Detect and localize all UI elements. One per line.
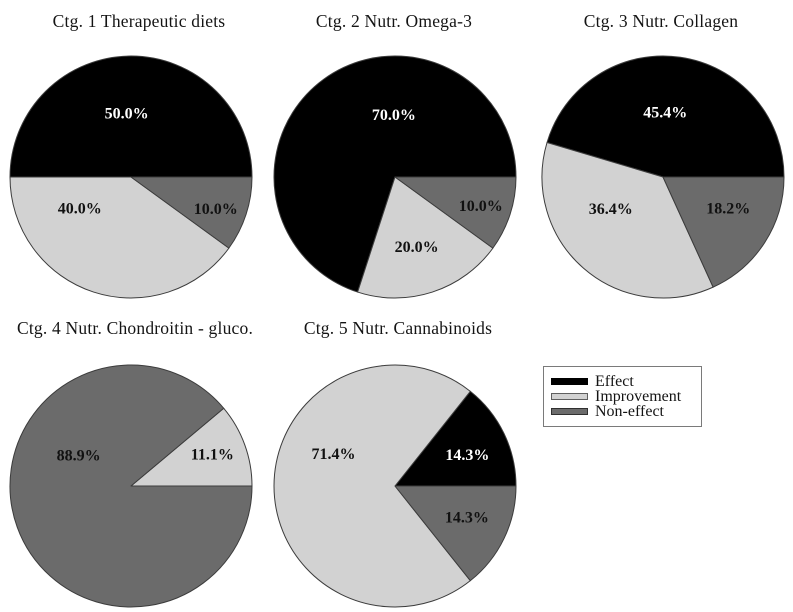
slice-percentage-label: 14.3% [445, 510, 489, 527]
legend-row-improvement: Improvement [551, 388, 701, 405]
legend-row-non-effect: Non-effect [551, 403, 701, 420]
legend-label-effect: Effect [595, 373, 634, 390]
slice-percentage-label: 11.1% [191, 446, 234, 463]
legend-row-effect: Effect [551, 373, 701, 390]
pie-slice-non-effect [394, 176, 517, 249]
slice-percentage-label: 18.2% [706, 200, 750, 217]
slice-percentage-label: 36.4% [589, 201, 633, 218]
slice-percentage-label: 70.0% [372, 107, 416, 124]
pie-slice-effect [546, 55, 785, 178]
chart-title-ctg3: Ctg. 3 Nutr. Collagen [583, 11, 739, 31]
legend-box: Effect Improvement Non-effect [543, 366, 702, 427]
pie-slice-effect [9, 55, 253, 178]
chart-title-ctg4: Ctg. 4 Nutr. Chondroitin - gluco. [16, 318, 254, 338]
improvement-swatch [551, 393, 588, 400]
pie-slice-non-effect [394, 485, 517, 582]
chart-title-ctg5: Ctg. 5 Nutr. Cannabinoids [303, 318, 493, 338]
pie-slice-non-effect [130, 176, 253, 249]
pie-chart-ctg5: 14.3% 71.4% 14.3% [273, 364, 517, 608]
slice-percentage-label: 45.4% [643, 104, 687, 121]
pie-chart-ctg1: 50.0% 40.0% 10.0% [9, 55, 253, 299]
slice-percentage-label: 14.3% [445, 447, 489, 464]
chart-title-ctg1: Ctg. 1 Therapeutic diets [52, 11, 226, 31]
pie-slice-effect [273, 55, 517, 293]
pie-slice-improvement [9, 176, 230, 299]
pie-slice-improvement [130, 407, 253, 487]
slice-percentage-label: 71.4% [312, 446, 356, 463]
pie-slice-improvement [273, 364, 471, 608]
slice-percentage-label: 10.0% [194, 201, 238, 218]
pie-slice-improvement [357, 176, 494, 299]
effect-swatch [551, 378, 588, 385]
slice-percentage-label: 10.0% [459, 198, 503, 215]
slice-percentage-label: 50.0% [105, 106, 149, 123]
slice-percentage-label: 88.9% [57, 447, 101, 464]
legend-label-improvement: Improvement [595, 388, 682, 405]
slice-percentage-label: 20.0% [395, 239, 439, 256]
legend-label-non-effect: Non-effect [595, 403, 664, 420]
pie-slice-non-effect [662, 176, 785, 288]
pie-slice-non-effect [9, 364, 253, 608]
pie-slice-improvement [541, 142, 714, 299]
pie-chart-ctg3: 45.4% 36.4% 18.2% [541, 55, 785, 299]
pie-chart-ctg2: 70.0% 20.0% 10.0% [273, 55, 517, 299]
non-effect-swatch [551, 408, 588, 415]
pie-slice-effect [394, 390, 517, 487]
chart-title-ctg2: Ctg. 2 Nutr. Omega-3 [315, 11, 473, 31]
slice-percentage-label: 40.0% [58, 201, 102, 218]
pie-chart-ctg4: 11.1% 88.9% [9, 364, 253, 608]
